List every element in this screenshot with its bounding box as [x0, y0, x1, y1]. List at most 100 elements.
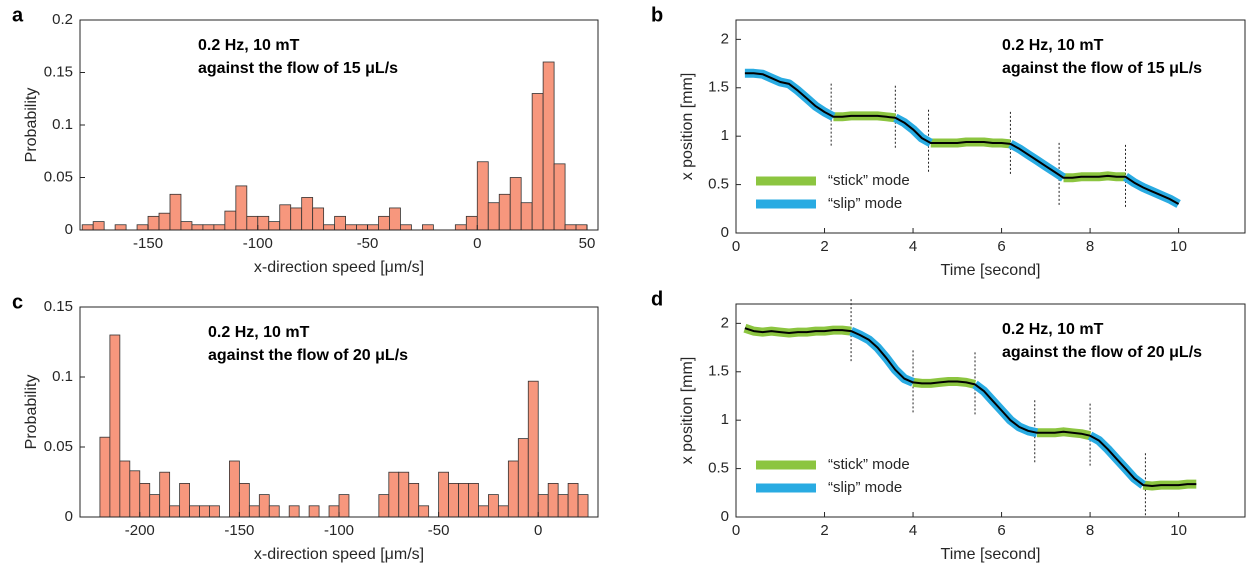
bar — [147, 215, 160, 231]
bar — [527, 380, 539, 518]
bar — [136, 224, 149, 231]
trace-line — [744, 327, 1197, 487]
x-tick-label: 4 — [909, 238, 917, 255]
bar — [159, 471, 171, 518]
y-tick-label: 0 — [721, 224, 729, 241]
bar — [448, 482, 459, 518]
bar — [169, 505, 181, 518]
bar — [517, 438, 529, 518]
y-tick-label: 0.05 — [44, 168, 73, 185]
bar — [139, 482, 151, 518]
bar — [180, 221, 193, 231]
legend-label: “stick” mode — [828, 456, 910, 473]
bar — [290, 207, 303, 231]
y-tick-label: 1.5 — [708, 79, 729, 96]
bar — [367, 224, 379, 231]
bar — [81, 224, 94, 231]
bar — [209, 505, 220, 518]
bar — [418, 505, 430, 518]
bar — [114, 224, 127, 231]
legend-label: “stick” mode — [828, 172, 910, 189]
bar — [338, 494, 350, 518]
bar — [109, 334, 121, 518]
x-tick-label: 8 — [1086, 238, 1094, 255]
bar — [567, 482, 579, 518]
y-tick-label: 1.5 — [708, 363, 729, 380]
x-tick-label: -150 — [224, 522, 254, 539]
x-tick-label: 0 — [732, 522, 740, 539]
bar — [509, 177, 522, 231]
y-tick-label: 0.1 — [52, 116, 73, 133]
bar — [229, 460, 240, 518]
bar — [288, 505, 300, 518]
y-axis-label: Probability — [23, 88, 40, 163]
bar — [400, 224, 412, 231]
bar — [478, 505, 489, 518]
bar — [498, 193, 511, 231]
bar — [468, 482, 479, 518]
bar — [149, 494, 161, 518]
x-tick-label: 4 — [909, 522, 917, 539]
y-tick-label: 0 — [65, 221, 73, 238]
bar — [345, 224, 357, 231]
bar — [279, 204, 292, 231]
bar — [487, 202, 500, 231]
bar — [458, 482, 469, 518]
bar — [465, 215, 478, 231]
bar — [328, 505, 340, 518]
x-tick-label: 10 — [1170, 238, 1187, 255]
legend-label: “slip” mode — [828, 479, 902, 496]
annotation: against the flow of 20 μL/s — [1002, 344, 1202, 361]
bar — [323, 224, 336, 231]
y-tick-label: 2 — [721, 30, 729, 47]
bar — [268, 505, 280, 518]
x-axis-label: x-direction speed [μm/s] — [254, 259, 424, 276]
bar — [224, 210, 237, 231]
panel-letter: c — [12, 291, 23, 313]
bar — [119, 460, 131, 518]
panel-letter: d — [651, 288, 663, 310]
bar — [438, 471, 449, 518]
mode-line — [833, 111, 1126, 183]
y-tick-label: 1 — [721, 411, 729, 428]
bar — [169, 193, 182, 231]
bar — [191, 224, 204, 231]
x-tick-label: 2 — [820, 238, 828, 255]
x-tick-label: 6 — [997, 238, 1005, 255]
bar — [248, 505, 260, 518]
axes-box — [735, 19, 1246, 234]
bar — [312, 207, 325, 231]
annotation: 0.2 Hz, 10 mT — [208, 324, 310, 341]
bar — [398, 471, 410, 518]
bar — [454, 224, 467, 231]
bar — [553, 163, 566, 231]
annotation: 0.2 Hz, 10 mT — [198, 37, 300, 54]
x-tick-label: -100 — [324, 522, 354, 539]
bar — [99, 436, 111, 518]
y-tick-label: 0.15 — [44, 63, 73, 80]
bar — [238, 482, 250, 518]
bar — [356, 224, 368, 231]
y-tick-label: 0.2 — [52, 11, 73, 28]
bar — [378, 494, 390, 518]
x-tick-label: -50 — [428, 522, 450, 539]
bar — [199, 505, 210, 518]
bar — [246, 215, 259, 231]
axes-box — [735, 303, 1246, 518]
panel-letter: a — [12, 4, 24, 26]
annotation: 0.2 Hz, 10 mT — [1002, 37, 1104, 54]
y-axis-label: Probability — [23, 375, 40, 450]
bar — [388, 471, 400, 518]
y-tick-label: 0.5 — [708, 176, 729, 193]
bar — [158, 212, 171, 231]
y-tick-label: 0.05 — [44, 438, 73, 455]
x-tick-label: -50 — [357, 235, 379, 252]
x-axis-label: x-direction speed [μm/s] — [254, 546, 424, 563]
bar — [542, 61, 555, 231]
x-tick-label: 50 — [579, 235, 596, 252]
legend-label: “slip” mode — [828, 195, 902, 212]
bar — [334, 215, 346, 231]
annotation: 0.2 Hz, 10 mT — [1002, 321, 1104, 338]
